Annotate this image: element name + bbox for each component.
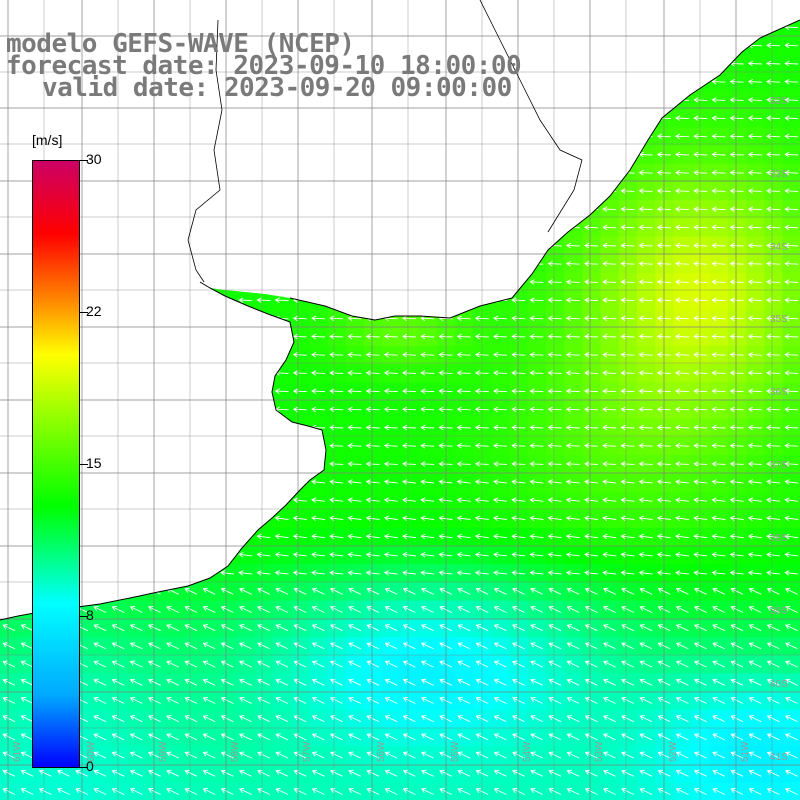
lat-label: 40S [770, 679, 788, 690]
lon-label: 60W [86, 741, 97, 762]
lat-label: 32S [770, 96, 788, 107]
latitude-labels: 32S 33S 34S 35S 36S 37S 38S 39S 40S 41S [770, 96, 788, 763]
lat-label: 34S [770, 242, 788, 253]
lon-label: 53W [594, 741, 605, 762]
longitude-labels: 61W 60W 59W 58W 57W 56W 55W 54W 53W 52W 51W [12, 741, 751, 762]
lon-label: 55W [450, 741, 461, 762]
colorbar-tick-15: 15 [86, 455, 102, 471]
colorbar-tick-30: 30 [86, 151, 102, 167]
colorbar-tick-mark [80, 464, 88, 465]
lon-label: 56W [376, 741, 387, 762]
title-forecast-date: forecast date: 2023-09-10 18:00:00 [6, 51, 522, 81]
lat-label: 39S [770, 606, 788, 617]
colorbar-tick-mark [80, 312, 88, 313]
colorbar-tick-22: 22 [86, 303, 102, 319]
lon-label: 54W [522, 741, 533, 762]
lat-label: 36S [770, 387, 788, 398]
lon-label: 61W [12, 741, 23, 762]
lon-label: 57W [302, 741, 313, 762]
lat-label: 38S [770, 533, 788, 544]
title-model: modelo GEFS-WAVE (NCEP) [6, 29, 355, 59]
lon-label: 51W [740, 741, 751, 762]
colorbar-tick-mark [80, 767, 88, 768]
coastline [0, 0, 800, 621]
title-valid-date: valid date: 2023-09-20 09:00:00 [42, 73, 512, 103]
lon-label: 52W [668, 741, 679, 762]
lat-label: 33S [770, 169, 788, 180]
lon-label: 59W [158, 741, 169, 762]
colorbar-tick-mark [80, 160, 88, 161]
colorbar-tick-0: 0 [86, 758, 94, 774]
colorbar [32, 160, 80, 768]
lat-label: 41S [770, 752, 788, 763]
colorbar-tick-mark [80, 616, 88, 617]
lat-label: 35S [770, 314, 788, 325]
colorbar-unit: [m/s] [32, 132, 63, 148]
colorbar-tick-8: 8 [86, 607, 94, 623]
lat-label: 37S [770, 460, 788, 471]
lon-label: 58W [230, 741, 241, 762]
land-mask [0, 0, 800, 620]
